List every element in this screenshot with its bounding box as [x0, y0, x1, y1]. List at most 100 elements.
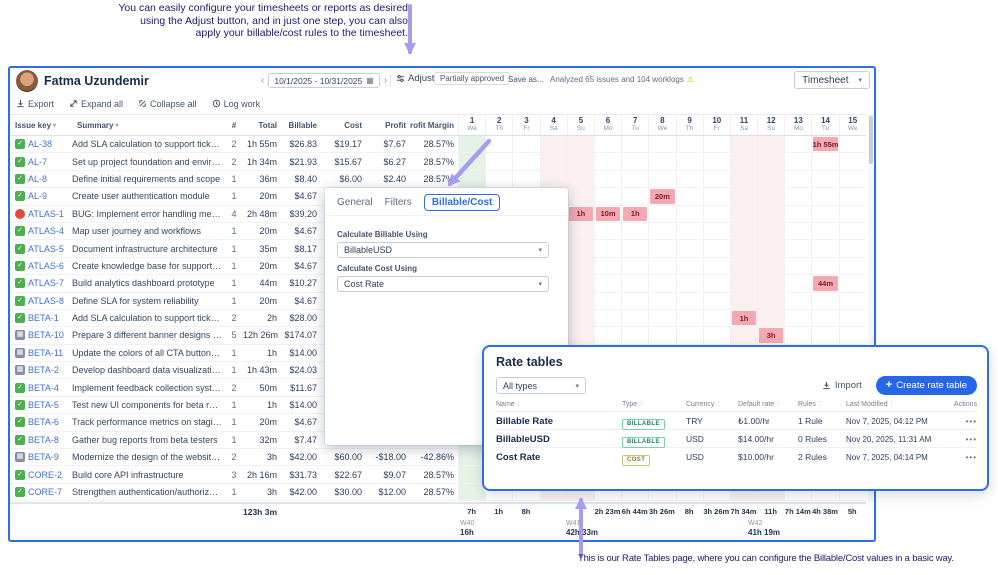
rate-name[interactable]: Cost Rate — [496, 451, 541, 463]
worklog-cell[interactable]: 3h — [759, 328, 784, 343]
day-cell — [838, 205, 866, 222]
issue-key-link[interactable]: ATLAS-1 — [28, 208, 64, 219]
issue-key-cell: ✓ BETA-4 — [10, 382, 72, 393]
save-as-button[interactable]: Save as... — [508, 75, 544, 84]
billable-amount: $39.20 — [289, 208, 317, 219]
day-cell — [811, 309, 838, 327]
day-cell — [838, 309, 866, 327]
issue-key-link[interactable]: AL-8 — [28, 173, 48, 184]
column-header-total[interactable]: Total — [243, 115, 281, 135]
rate-column-header-name[interactable]: Name ∶ — [496, 400, 622, 411]
vertical-scrollbar[interactable] — [868, 114, 874, 502]
issue-key-link[interactable]: ATLAS-6 — [28, 260, 64, 271]
worklog-cell[interactable]: 1h — [568, 206, 593, 221]
issue-key-link[interactable]: AL-38 — [28, 139, 53, 150]
sort-icon[interactable]: ∶ — [888, 401, 893, 408]
date-range-picker[interactable]: 10/1/2025 - 10/31/2025 ▦ — [268, 73, 380, 88]
worklog-cell[interactable]: 10m — [595, 206, 621, 221]
adjust-button[interactable]: Adjust — [396, 73, 434, 84]
rate-column-header-type[interactable]: Type ∶ — [622, 400, 686, 411]
issue-key-link[interactable]: BETA-9 — [28, 452, 59, 463]
column-header-summary[interactable]: Summary ▾ — [72, 115, 225, 135]
expand-all-button[interactable]: Expand all — [69, 99, 123, 109]
week-total-value: 16h — [460, 528, 474, 537]
issue-key-link[interactable]: AL-9 — [28, 191, 48, 202]
import-button[interactable]: Import — [822, 380, 862, 391]
worklog-cell[interactable]: 1h 55m — [813, 137, 838, 152]
issue-key-link[interactable]: CORE-2 — [28, 469, 63, 480]
sort-icon[interactable]: ∶ — [515, 401, 520, 408]
sort-icon[interactable]: ∶ — [775, 401, 779, 408]
day-cell — [621, 188, 648, 205]
column-header-billable[interactable]: Billable — [281, 115, 321, 135]
issue-key-link[interactable]: BETA-8 — [28, 434, 59, 445]
worklog-cell[interactable]: 20m — [650, 189, 675, 204]
rate-column-header-default-rate[interactable]: Default rate ∶ — [738, 400, 798, 411]
rate-name[interactable]: Billable Rate — [496, 415, 554, 427]
day-cell — [675, 240, 703, 257]
task-issue-type-icon: ✓ — [15, 226, 25, 237]
filter-icon[interactable]: ▾ — [115, 122, 119, 129]
column-header-profit[interactable]: Profit — [366, 115, 410, 135]
day-cell — [838, 170, 866, 188]
issue-key-link[interactable]: BETA-6 — [28, 417, 59, 428]
partially-approved-button[interactable]: Partially approved — [434, 72, 511, 85]
billable-rate-select[interactable]: BillableUSD ▾ — [337, 242, 549, 258]
billable-amount: $21.93 — [289, 156, 317, 167]
next-period-button[interactable]: › — [383, 74, 388, 86]
view-selector[interactable]: Timesheet ▾ — [794, 71, 870, 89]
total-hours: 1h 34m — [246, 156, 277, 167]
footer-spacer — [321, 507, 366, 517]
prev-period-button[interactable]: ‹ — [261, 74, 265, 86]
sort-icon[interactable]: ∶ — [816, 401, 821, 408]
day-cell — [838, 292, 866, 309]
sort-icon[interactable]: ∶ — [638, 401, 642, 408]
issue-key-link[interactable]: BETA-4 — [28, 382, 59, 393]
issue-key-link[interactable]: BETA-11 — [28, 347, 64, 358]
column-header-issue-key[interactable]: Issue key ▾ — [10, 115, 72, 135]
issue-key-link[interactable]: BETA-10 — [28, 330, 64, 341]
collapse-all-button[interactable]: Collapse all — [138, 99, 197, 109]
footer-spacer — [225, 507, 243, 517]
import-icon — [823, 381, 830, 390]
issue-key-link[interactable]: AL-7 — [28, 156, 48, 167]
issue-key-link[interactable]: BETA-2 — [28, 365, 59, 376]
sort-icon[interactable]: ∶ — [715, 401, 720, 408]
worklog-cell[interactable]: 1h — [623, 206, 648, 221]
issue-key-link[interactable]: ATLAS-5 — [28, 243, 64, 254]
issue-key-link[interactable]: ATLAS-8 — [28, 295, 64, 306]
issue-key-link[interactable]: ATLAS-7 — [28, 278, 64, 289]
row-actions-menu[interactable]: ••• — [965, 416, 977, 426]
rate-column-header-currency[interactable]: Currency ∶ — [686, 400, 738, 411]
cost-rate-select[interactable]: Cost Rate ▾ — [337, 276, 549, 292]
export-icon — [17, 99, 24, 108]
tab-billable-cost[interactable]: Billable/Cost — [423, 194, 501, 211]
type-filter-select[interactable]: All types ▾ — [496, 377, 586, 394]
worklog-cell[interactable]: 1h — [731, 310, 757, 326]
row-actions-menu[interactable]: ••• — [965, 452, 977, 462]
rate-rules: 2 Rules — [798, 452, 827, 462]
rate-column-header-rules[interactable]: Rules ∶ — [798, 400, 846, 411]
issue-key-link[interactable]: BETA-5 — [28, 400, 59, 411]
day-column-header: 10 Fr — [702, 115, 730, 135]
log-work-button[interactable]: Log work — [212, 99, 260, 109]
create-rate-table-button[interactable]: + Create rate table — [875, 376, 977, 395]
issue-key-link[interactable]: ATLAS-4 — [28, 226, 64, 237]
filter-icon[interactable]: ▾ — [53, 122, 57, 129]
issue-key-link[interactable]: CORE-7 — [28, 487, 63, 497]
column-header--[interactable]: # — [225, 115, 243, 135]
scrollbar-thumb[interactable] — [869, 116, 873, 164]
billable-amount: $42.00 — [289, 452, 317, 463]
tab-filters[interactable]: Filters — [384, 197, 412, 208]
rate-column-header-last-modified[interactable]: Last Modified ∶ — [846, 400, 950, 411]
issue-key-link[interactable]: BETA-1 — [28, 313, 59, 324]
worklog-cell[interactable]: 44m — [813, 276, 838, 291]
day-cell — [729, 240, 758, 257]
column-header-cost[interactable]: Cost — [321, 115, 366, 135]
export-button[interactable]: Export — [16, 99, 54, 109]
total-hours: 1h 55m — [246, 139, 277, 150]
tab-general[interactable]: General — [337, 197, 373, 208]
rate-name[interactable]: BillableUSD — [496, 433, 550, 445]
row-actions-menu[interactable]: ••• — [965, 434, 977, 444]
column-header-profit-margin[interactable]: Profit Margin — [410, 115, 458, 135]
